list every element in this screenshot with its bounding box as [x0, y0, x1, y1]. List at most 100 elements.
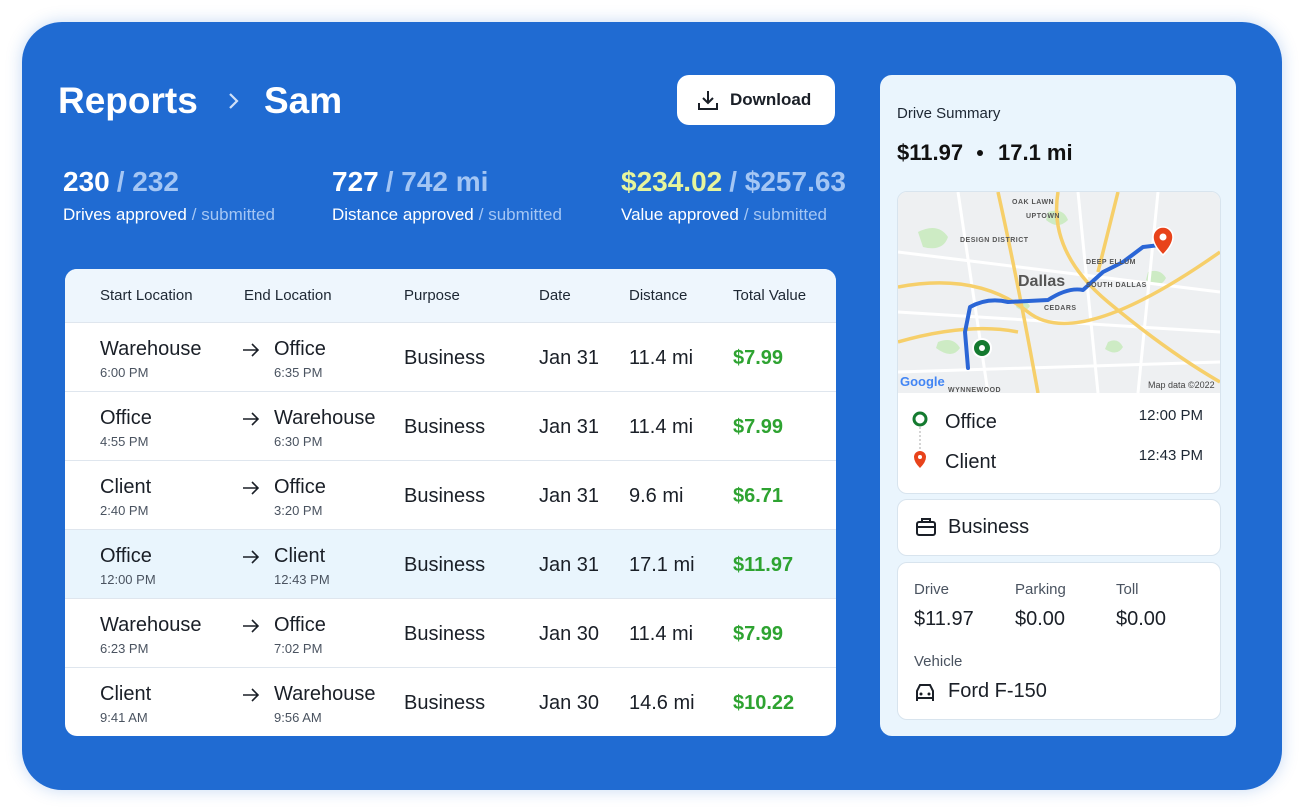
stat-submitted: / $257.63	[729, 166, 846, 197]
stat-approved: 230	[63, 166, 110, 197]
column-header: Purpose	[404, 287, 460, 304]
stat-submitted: / 232	[116, 166, 179, 197]
start-time: 2:40 PM	[100, 503, 149, 518]
breadcrumb-chevron	[229, 93, 239, 109]
end-time: 9:56 AM	[274, 710, 322, 725]
distance: 17.1 mi	[629, 554, 695, 576]
end-location: Warehouse	[274, 683, 376, 705]
date: Jan 30	[539, 623, 600, 645]
vehicle-value: Ford F-150	[948, 680, 1047, 702]
purpose: Business	[404, 623, 486, 645]
stat-approved: 727	[332, 166, 379, 197]
stat-label-submitted: / submitted	[478, 205, 562, 224]
stat-label: Distance approved	[332, 205, 474, 224]
end-time: 7:02 PM	[274, 641, 323, 656]
start-time: 9:41 AM	[100, 710, 148, 725]
date: Jan 31	[539, 416, 600, 438]
drive-row[interactable]: Office 12:00 PM Client 12:43 PM Business Jan …	[65, 529, 836, 598]
start-time: 6:23 PM	[100, 641, 149, 656]
stop-icons	[912, 411, 928, 468]
purpose: Business	[404, 485, 486, 507]
total-value: $6.71	[733, 485, 784, 507]
column-header: Total Value	[733, 287, 807, 304]
end-location: Client	[274, 545, 326, 567]
drive-row[interactable]: Warehouse 6:00 PM Office 6:35 PM Business Jan…	[65, 322, 836, 391]
arrow-icon	[243, 481, 260, 495]
end-time: 6:30 PM	[274, 434, 323, 449]
map-brand: Google	[900, 374, 945, 389]
stop-time: 12:43 PM	[1138, 447, 1203, 464]
map[interactable]	[898, 192, 1220, 393]
separator-dot	[977, 150, 983, 156]
breadcrumb-reports[interactable]: Reports	[58, 80, 198, 121]
stat-approved: $234.02	[621, 166, 723, 197]
arrow-icon	[243, 550, 260, 564]
end-location: Office	[274, 338, 326, 360]
start-location: Office	[100, 407, 152, 429]
end-time: 12:43 PM	[274, 572, 330, 587]
purpose-card: Business	[897, 499, 1221, 556]
map-label: DEEP ELLUM	[1086, 259, 1136, 266]
end-location: Office	[274, 614, 326, 636]
start-location: Office	[100, 545, 152, 567]
column-header: Distance	[629, 287, 688, 304]
summary-distance: 17.1 mi	[998, 140, 1073, 165]
start-location: Client	[100, 476, 152, 498]
date: Jan 31	[539, 554, 600, 576]
start-location: Warehouse	[100, 614, 202, 636]
end-location: Warehouse	[274, 407, 376, 429]
stat-label-submitted: / submitted	[191, 205, 275, 224]
total-value: $11.97	[733, 554, 794, 576]
cost-label: Drive	[914, 581, 950, 598]
purpose: Business	[404, 554, 486, 576]
summary-title: Drive Summary	[897, 105, 1001, 122]
costs-card: Drive $11.97 Parking $0.00 Toll $0.00 Vehicle…	[897, 562, 1221, 720]
stop-name: Office	[945, 411, 997, 433]
table-header	[65, 269, 836, 322]
map-label: WYNNEWOOD	[948, 387, 1002, 394]
map-label: Dallas	[1018, 273, 1066, 290]
route-card: OAK LAWN UPTOWN DESIGN DISTRICT Dallas D…	[897, 191, 1221, 494]
drive-row[interactable]: Warehouse 6:23 PM Office 7:02 PM Business Jan…	[65, 598, 836, 667]
stat-label: Drives approved	[63, 205, 187, 224]
start-location: Warehouse	[100, 338, 202, 360]
total-value: $7.99	[733, 623, 784, 645]
download-button[interactable]: Download	[677, 75, 835, 125]
drive-row[interactable]: Office 4:55 PM Warehouse 6:30 PM Business Jan…	[65, 391, 836, 460]
car-icon	[916, 684, 934, 701]
purpose-value: Business	[948, 516, 1030, 538]
end-time: 6:35 PM	[274, 365, 323, 380]
vehicle-label: Vehicle	[914, 653, 963, 670]
date: Jan 30	[539, 692, 600, 714]
cost-value: $11.97	[914, 608, 974, 630]
start-location: Client	[100, 683, 152, 705]
cost-label: Toll	[1116, 581, 1139, 598]
stop-name: Client	[945, 451, 997, 473]
end-time: 3:20 PM	[274, 503, 323, 518]
distance: 14.6 mi	[629, 692, 695, 714]
briefcase-icon	[916, 518, 936, 536]
distance: 11.4 mi	[629, 347, 694, 369]
start-time: 4:55 PM	[100, 434, 149, 449]
download-label[interactable]: Download	[730, 90, 812, 109]
stat-submitted: / 742 mi	[385, 166, 489, 197]
distance: 9.6 mi	[629, 485, 684, 507]
stat-label: Value approved	[621, 205, 739, 224]
date: Jan 31	[539, 485, 600, 507]
map-label: DESIGN DISTRICT	[960, 237, 1029, 244]
arrow-icon	[243, 412, 260, 426]
start-time: 6:00 PM	[100, 365, 149, 380]
cost-value: $0.00	[1116, 608, 1167, 630]
arrow-icon	[243, 688, 260, 702]
stat-label-submitted: / submitted	[743, 205, 827, 224]
column-header: Date	[539, 287, 571, 304]
map-label: OAK LAWN	[1012, 199, 1055, 206]
total-value: $7.99	[733, 347, 784, 369]
drive-row[interactable]: Client 2:40 PM Office 3:20 PM Business Jan 31…	[65, 460, 836, 529]
purpose: Business	[404, 692, 486, 714]
summary-amount: $11.97	[897, 140, 964, 165]
download-icon	[698, 91, 718, 110]
drive-summary-panel: Drive Summary $11.97 17.1 mi OAK LAWN UP…	[880, 75, 1236, 736]
drive-row[interactable]: Client 9:41 AM Warehouse 9:56 AM Business Jan…	[65, 667, 836, 736]
